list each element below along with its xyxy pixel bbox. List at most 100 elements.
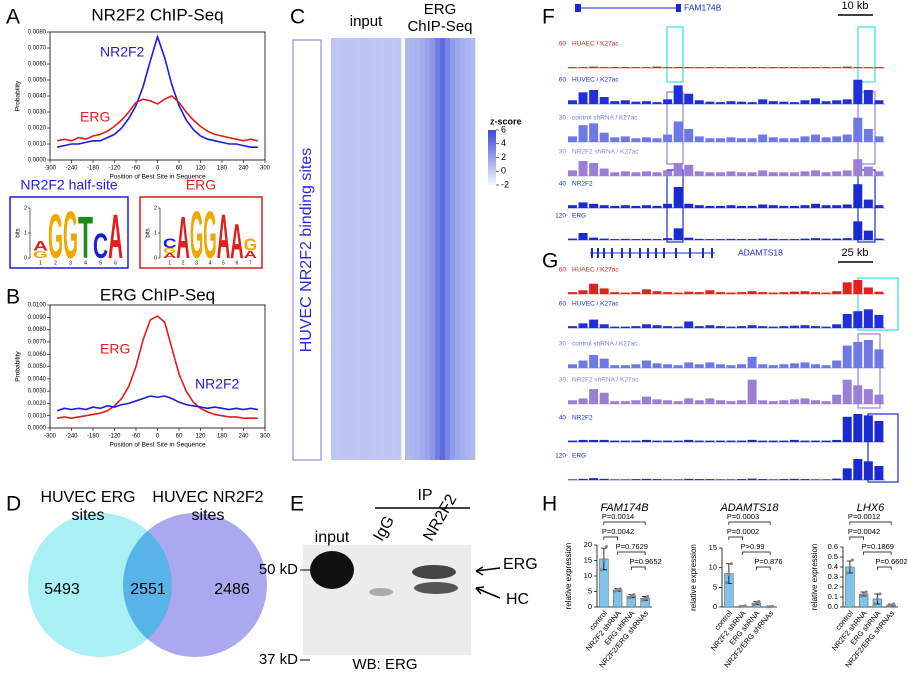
track-signal [789, 363, 799, 368]
track-signal [874, 349, 884, 368]
y-tick-label: 0.0000 [28, 426, 47, 432]
track-signal [694, 440, 704, 442]
data-point [757, 599, 761, 604]
marker-label: 50 kD [259, 561, 298, 578]
track-signal [779, 101, 789, 104]
track-signal [758, 134, 768, 142]
track-signal [853, 221, 863, 240]
y-axis-label: Probability [15, 80, 22, 111]
data-point [602, 558, 606, 563]
track-signal [832, 100, 842, 104]
track-signal [779, 172, 789, 176]
track-signal [800, 362, 810, 368]
track-signal [631, 101, 641, 104]
track-signal [758, 67, 768, 68]
track-signal [652, 172, 662, 176]
track-signal [631, 138, 641, 142]
track-signal [811, 364, 821, 368]
data-point [729, 562, 733, 566]
track-signal [832, 394, 842, 404]
track-signal [568, 238, 577, 240]
motif-letter: G [48, 200, 63, 271]
y-tick-label: 0.4 [828, 562, 838, 571]
track-signal [863, 199, 873, 208]
y-tick-label: 0.0040 [28, 94, 47, 100]
track-signal [631, 67, 641, 68]
y-tick-label: 0.5 [828, 552, 838, 561]
track-signal [641, 289, 651, 294]
data-point [766, 605, 770, 609]
track-signal [599, 478, 609, 480]
data-point [738, 605, 742, 609]
track-signal [800, 171, 810, 176]
track-signal [663, 400, 673, 404]
track-signal [673, 401, 683, 404]
track-signal [715, 205, 725, 208]
track-signal [568, 292, 577, 294]
x-tick-label: 5 [222, 260, 225, 266]
y-tick-label: 0.0050 [28, 78, 47, 84]
track-signal [599, 439, 609, 442]
heatmap-cell [430, 38, 436, 460]
significance-bracket [742, 551, 771, 555]
track-signal [789, 325, 799, 328]
exon [676, 4, 681, 12]
significance-bracket [756, 566, 771, 570]
x-tick-label: 0 [156, 166, 160, 172]
lane-label: input [315, 529, 350, 546]
panel-label: E [290, 493, 304, 516]
motif-letter: C [93, 228, 108, 267]
track-signal [747, 205, 757, 208]
track-signal [652, 205, 662, 208]
gene-label: FAM174B [684, 2, 722, 12]
series-line [56, 395, 258, 412]
data-point [754, 601, 758, 605]
heatmap-cell [361, 38, 367, 460]
track-signal [684, 67, 694, 68]
significance-bracket [631, 566, 646, 570]
track-signal [684, 164, 694, 176]
track-signal [811, 479, 821, 480]
track-signal [874, 171, 884, 176]
track-signal [694, 364, 704, 368]
track-signal [779, 239, 789, 240]
track-max: 30 [559, 341, 567, 348]
track-signal [599, 168, 609, 176]
data-point [627, 596, 631, 600]
track-signal [811, 203, 821, 208]
chart-title: FAM174B [600, 502, 648, 514]
track-signal [599, 205, 609, 208]
data-point [641, 598, 645, 602]
track-signal [779, 67, 789, 68]
track-signal [737, 101, 747, 104]
track-signal [737, 292, 747, 294]
track-signal [620, 292, 630, 294]
track-signal [832, 324, 842, 328]
track-signal [726, 67, 736, 68]
track-signal [705, 290, 715, 294]
track-signal [589, 354, 599, 368]
x-tick-label: 2 [182, 260, 185, 266]
track-signal [726, 479, 736, 480]
x-tick-label: 180 [217, 166, 228, 172]
track-label: control shRNA / K27ac [572, 115, 638, 122]
track-signal [568, 364, 577, 368]
track-signal [821, 238, 831, 240]
track-signal [620, 479, 630, 480]
track-signal [589, 478, 599, 480]
track-signal [673, 292, 683, 294]
track-signal [737, 172, 747, 176]
track-signal [684, 203, 694, 208]
track-signal [737, 138, 747, 142]
track-signal [631, 239, 641, 240]
motif-letter: C [163, 236, 176, 252]
track-signal [768, 205, 778, 208]
y-tick-label: 5 [588, 586, 592, 595]
venn-overlap [123, 513, 172, 657]
y-axis-label: relative expression [564, 543, 573, 610]
track-signal [620, 440, 630, 442]
track-signal [758, 400, 768, 404]
track-max: 120 [555, 213, 566, 220]
p-value: P=0.0014 [602, 512, 634, 521]
track-label: NR2F2 [572, 181, 593, 188]
